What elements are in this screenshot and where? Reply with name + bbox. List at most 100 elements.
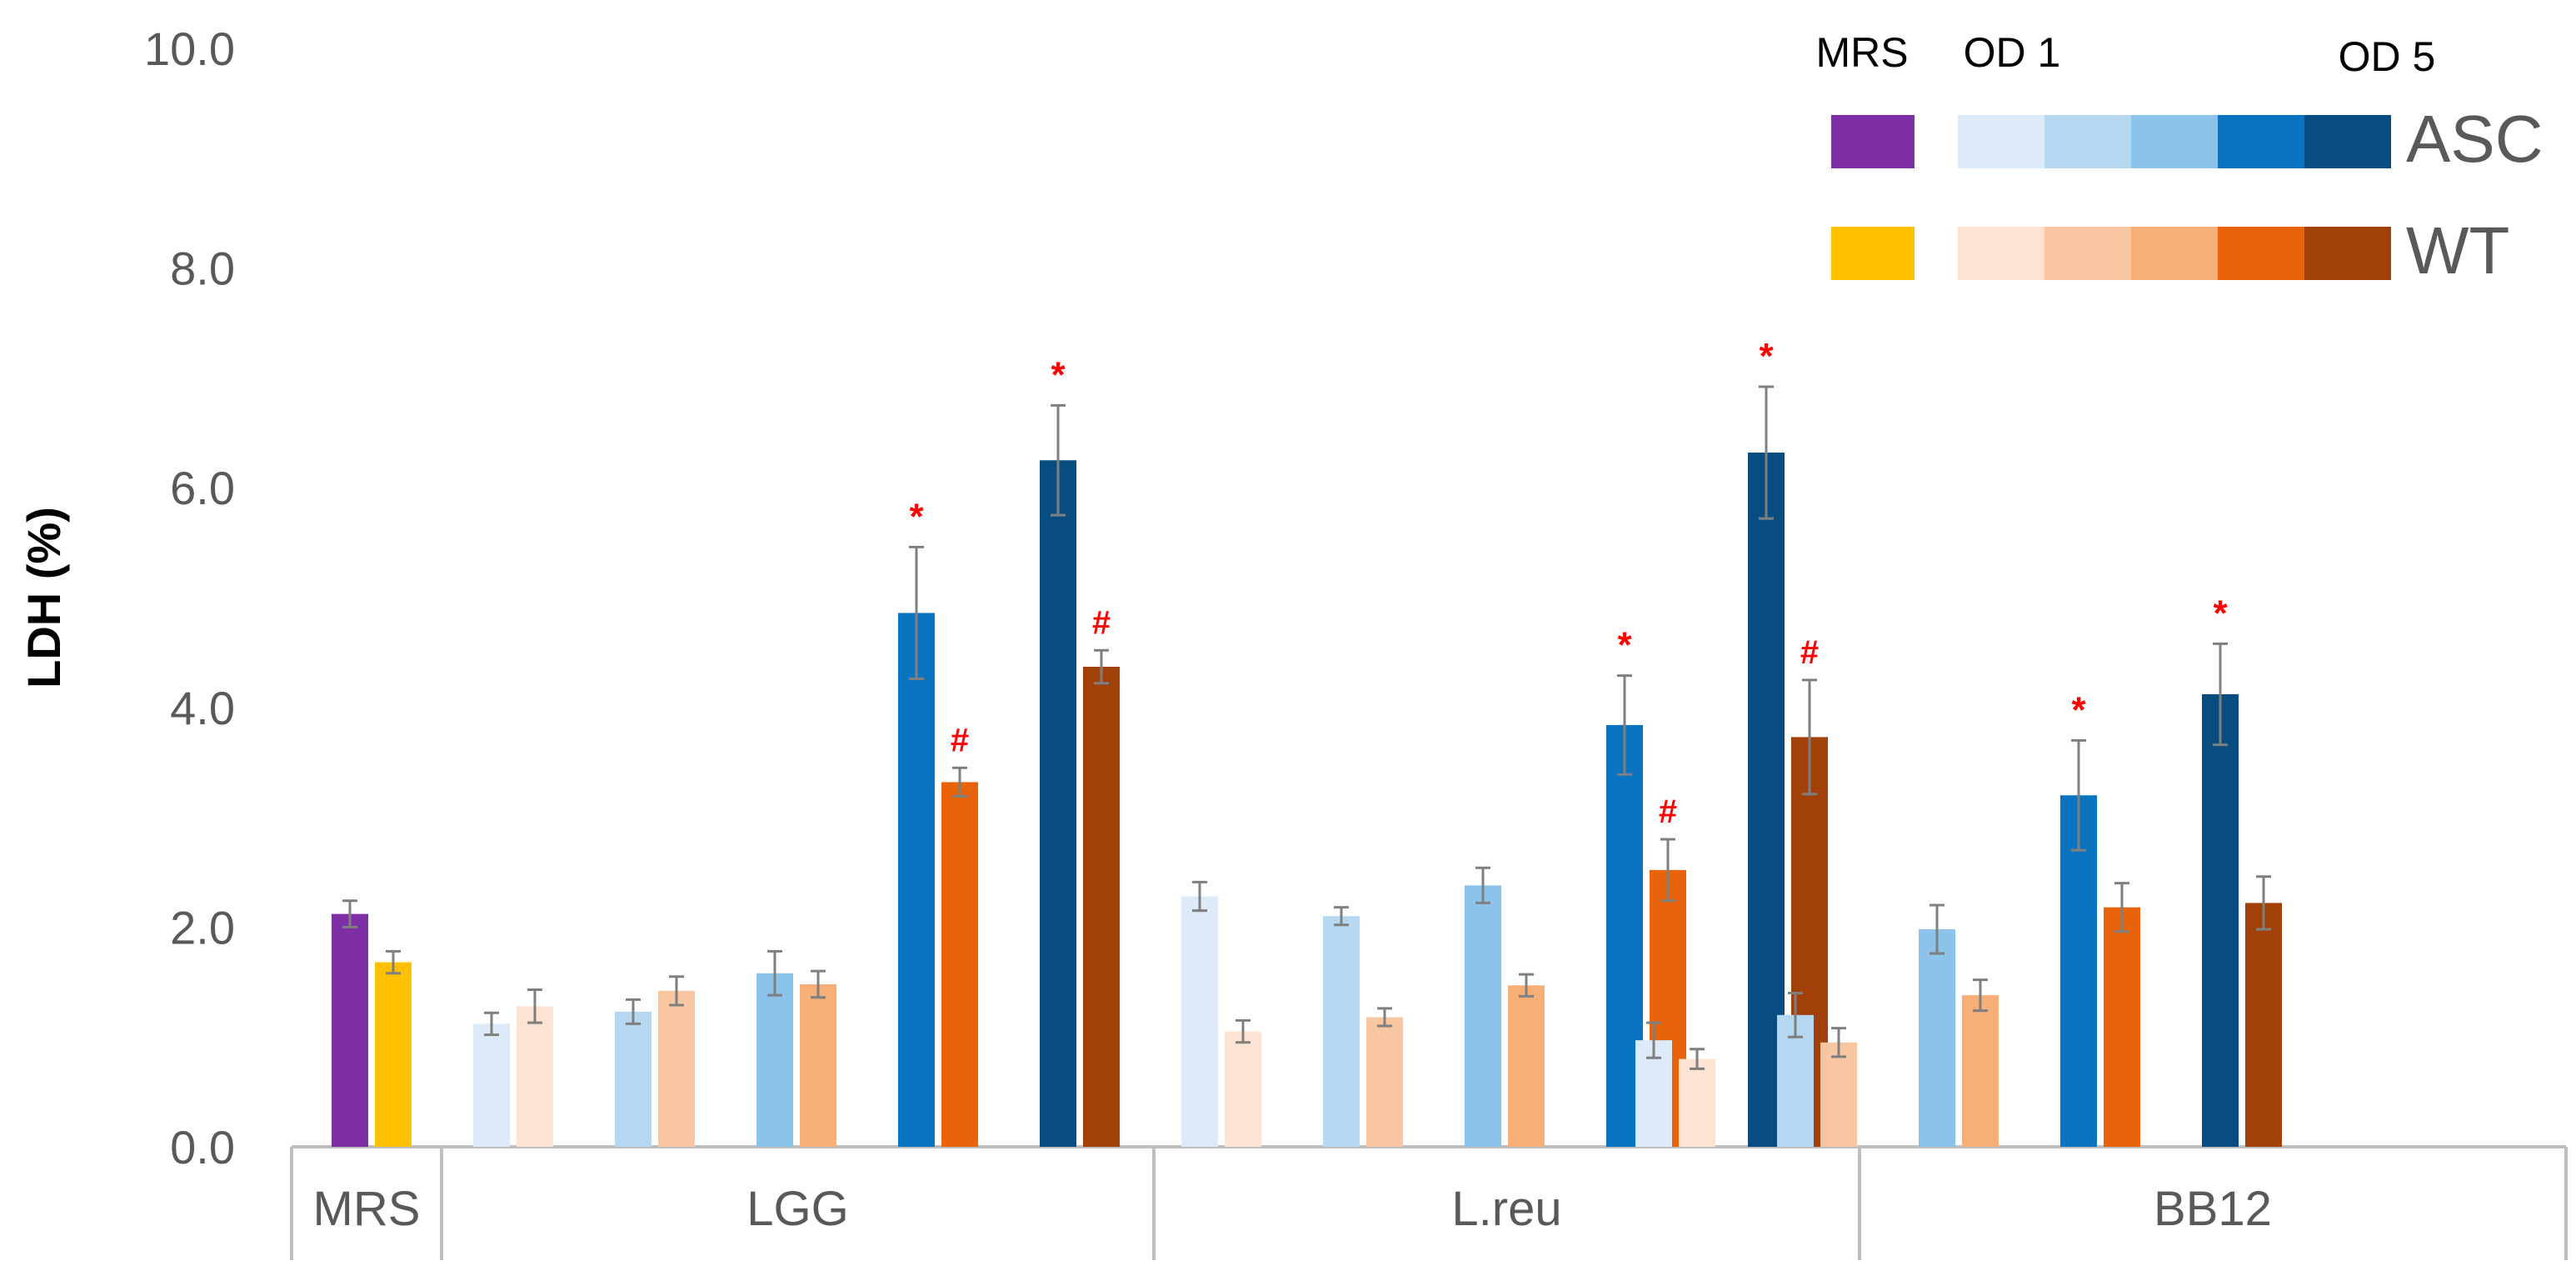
- bar-asc: [2202, 693, 2239, 1147]
- bar-asc: [1919, 929, 1955, 1147]
- bar-wt: [800, 983, 836, 1147]
- error-bar: [669, 975, 684, 1007]
- error-bar: [767, 949, 782, 997]
- legend-swatch-od: [1958, 115, 2044, 168]
- error-bar: [1334, 906, 1349, 927]
- error-bar: [1690, 1048, 1705, 1070]
- error-bar: [1646, 1021, 1661, 1059]
- significance-star: *: [1617, 625, 1632, 666]
- error-bar: [1192, 880, 1207, 913]
- y-tick-label: 0.0: [170, 1121, 235, 1173]
- legend-mrs-label: MRS: [1815, 29, 1908, 76]
- significance-hash: #: [1092, 604, 1111, 641]
- bar-asc: [1040, 460, 1076, 1147]
- x-group-label: BB12: [2154, 1182, 2272, 1236]
- error-bar: [1236, 1018, 1251, 1044]
- bar-group-lreu: * # * #: [1181, 336, 1828, 1147]
- bar-wt: [1962, 995, 1999, 1147]
- y-tick-label: 8.0: [170, 243, 235, 295]
- error-bar: [1973, 978, 1988, 1013]
- y-tick-label: 2.0: [170, 901, 235, 953]
- bar-asc: [1323, 916, 1360, 1147]
- significance-star: *: [1759, 336, 1774, 377]
- bar-wt: [517, 1006, 553, 1147]
- x-group-label: LGG: [746, 1182, 849, 1236]
- error-bar: [1051, 403, 1066, 517]
- bar-wt: [1225, 1031, 1261, 1147]
- error-bar: [342, 899, 357, 928]
- x-group-label: MRS: [313, 1182, 421, 1236]
- error-bar: [2256, 875, 2271, 931]
- legend-swatch-od: [2044, 227, 2131, 280]
- legend-od5-label: OD 5: [2339, 33, 2436, 80]
- legend-od1-label: OD 1: [1964, 29, 2061, 76]
- significance-hash: #: [1800, 634, 1819, 671]
- error-bar: [1519, 973, 1534, 998]
- significance-hash: #: [1659, 793, 1677, 830]
- legend-swatch-od: [1958, 227, 2044, 280]
- y-tick-label: 4.0: [170, 682, 235, 734]
- legend-swatch-od: [2131, 115, 2218, 168]
- error-bar: [1377, 1007, 1392, 1028]
- bar-asc: [473, 1023, 510, 1147]
- bar-wt: [1679, 1058, 1715, 1147]
- error-bar: [1759, 385, 1774, 520]
- legend-series-label: ASC: [2406, 102, 2544, 176]
- bar-asc: [898, 613, 935, 1147]
- bar-asc: [756, 973, 793, 1147]
- bar-wt: [658, 990, 695, 1147]
- y-tick-label: 6.0: [170, 462, 235, 514]
- significance-star: *: [909, 496, 924, 537]
- significance-star: *: [2213, 593, 2228, 633]
- error-bar: [2213, 642, 2228, 747]
- legend-swatch-od: [2218, 227, 2304, 280]
- bar-group-bb12: **: [1635, 593, 2282, 1147]
- error-bar: [811, 969, 826, 999]
- legend-series-label: WT: [2406, 213, 2509, 288]
- significance-star: *: [1051, 354, 1066, 395]
- error-bar: [1802, 678, 1817, 796]
- bar-asc: [1465, 885, 1501, 1147]
- legend-swatch-mrs: [1831, 115, 1915, 168]
- bar-asc: [332, 913, 368, 1147]
- bar-group-lgg: * # * #: [473, 354, 1120, 1147]
- bar-wt: [2245, 903, 2282, 1147]
- legend-swatch-od: [2131, 227, 2218, 280]
- legend-row-asc: ASC: [1831, 102, 2544, 176]
- error-bar: [484, 1011, 499, 1037]
- bar-wt: [2104, 907, 2140, 1147]
- legend-swatch-od: [2304, 115, 2391, 168]
- error-bar: [2071, 738, 2086, 852]
- bar-wt: [941, 782, 978, 1147]
- bar-wt: [1820, 1042, 1857, 1147]
- y-axis-title: LDH (%): [17, 507, 70, 688]
- error-bar: [1930, 903, 1944, 955]
- significance-hash: #: [951, 722, 969, 758]
- error-bar: [1475, 866, 1490, 904]
- error-bar: [527, 988, 542, 1024]
- bar-wt: [1366, 1017, 1403, 1147]
- legend-swatch-od: [2044, 115, 2131, 168]
- bar-wt: [1508, 985, 1545, 1147]
- error-bar: [626, 998, 641, 1025]
- bar-wt: [375, 962, 412, 1147]
- error-bar: [1660, 838, 1675, 903]
- bar-asc: [1181, 896, 1218, 1147]
- legend-swatch-od: [2218, 115, 2304, 168]
- legend-swatch-mrs: [1831, 227, 1915, 280]
- bar-asc: [2060, 795, 2097, 1147]
- x-group-label: L.reu: [1451, 1182, 1561, 1236]
- error-bar: [2114, 882, 2129, 933]
- error-bar: [1788, 991, 1803, 1038]
- error-bar: [1617, 674, 1632, 776]
- y-tick-label: 10.0: [144, 23, 235, 75]
- legend-row-wt: WT: [1831, 213, 2509, 288]
- significance-star: *: [2071, 689, 2086, 730]
- bar-group-mrs: [332, 899, 412, 1147]
- legend-swatch-od: [2304, 227, 2391, 280]
- bar-wt: [1083, 667, 1120, 1147]
- error-bar: [1831, 1027, 1846, 1058]
- bar-asc: [615, 1011, 651, 1147]
